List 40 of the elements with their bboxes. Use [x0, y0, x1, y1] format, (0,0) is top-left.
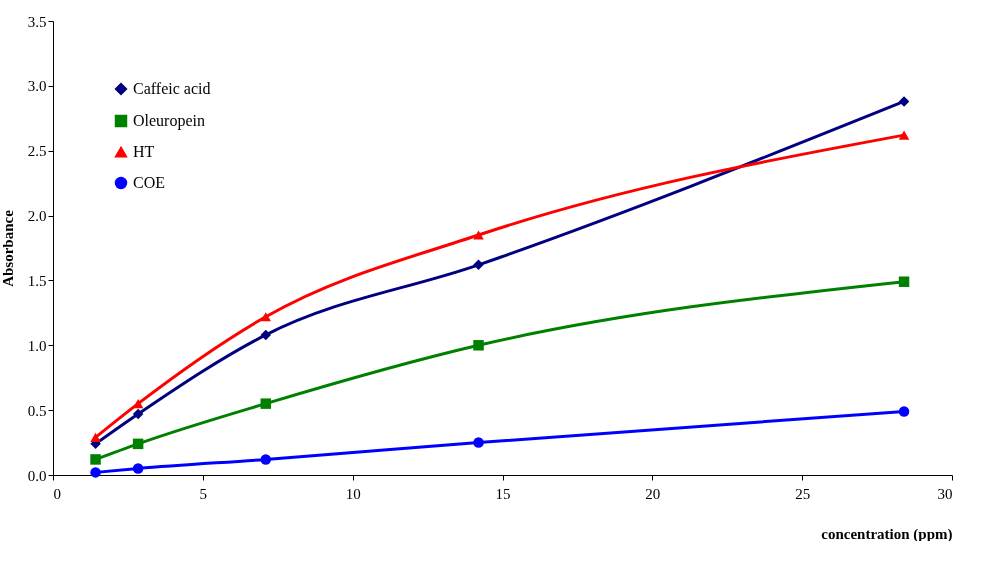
- x-tick-label: 25: [795, 485, 811, 502]
- point: [473, 259, 484, 271]
- legend-label: HT: [133, 143, 155, 160]
- x-tick-label: 5: [199, 485, 208, 502]
- point: [260, 329, 272, 341]
- y-tick-label: 2.0: [27, 208, 47, 225]
- point: [132, 408, 144, 420]
- point: [898, 96, 910, 107]
- point: [473, 340, 484, 351]
- point: [898, 130, 910, 140]
- y-tick-label: 2.5: [27, 143, 47, 160]
- x-axis-title: concentration (ppm): [821, 525, 953, 543]
- point: [90, 432, 101, 442]
- y-tick-label: 1.0: [27, 337, 47, 354]
- x-tick-label: 15: [495, 485, 511, 502]
- y-tick-label: 0.5: [27, 402, 47, 419]
- y-tick-label: 0.0: [27, 467, 47, 484]
- point: [132, 438, 144, 450]
- y-tick-label: 1.5: [27, 272, 47, 289]
- point: [260, 398, 272, 409]
- legend-label: Oleuropein: [133, 112, 205, 130]
- y-tick-label: 3.0: [27, 78, 47, 95]
- point: [132, 399, 144, 409]
- legend-label: Caffeic acid: [133, 80, 211, 97]
- point: [260, 312, 272, 322]
- x-tick-label: 30: [937, 485, 953, 502]
- point: [260, 454, 272, 465]
- x-tick-label: 10: [345, 485, 361, 502]
- y-tick-label: 3.5: [27, 13, 47, 30]
- point: [132, 463, 144, 474]
- point: [473, 230, 484, 240]
- point: [898, 406, 910, 417]
- legend-label: COE: [133, 174, 165, 191]
- y-axis-title: Absorbance: [0, 209, 16, 287]
- x-tick-label: 20: [645, 485, 661, 502]
- x-tick-label: 0: [53, 485, 61, 502]
- point: [90, 454, 101, 465]
- point: [473, 437, 484, 448]
- point: [90, 467, 101, 478]
- point: [898, 276, 910, 287]
